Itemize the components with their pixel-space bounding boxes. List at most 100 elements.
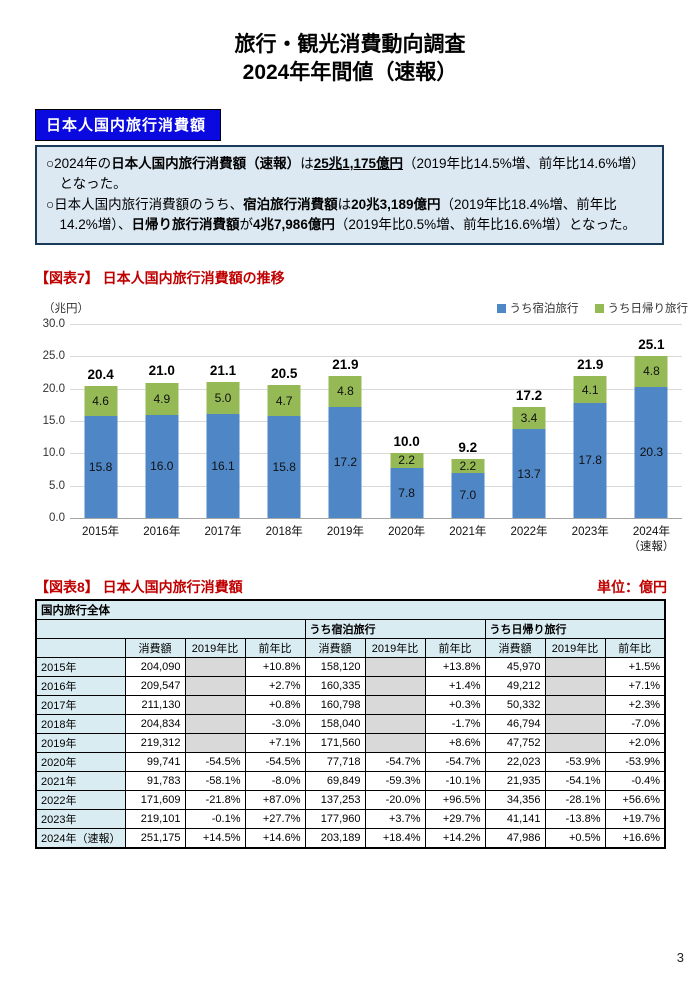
column-header: 前年比	[424, 638, 486, 658]
segment-value-label: 15.8	[88, 459, 113, 474]
table-row: 2023年 219,101 -0.1% +27.7% 177,960 +3.7% +29.7…	[35, 809, 666, 829]
year-cell: 2015年	[35, 657, 126, 677]
x-axis-label: 2024年 （速報）	[621, 518, 682, 555]
column-header: 2019年比	[184, 638, 246, 658]
bar-slot: 4.1 17.8 21.9	[560, 324, 621, 518]
stacked-bar: 4.8 20.3	[634, 324, 668, 518]
value-cell: 41,141	[484, 809, 546, 829]
stacked-bar: 2.2 7.8	[390, 324, 424, 518]
value-cell: +0.5%	[544, 828, 606, 849]
table-row: 2016年 209,547 +2.7% 160,335 +1.4% 49,212 +7.1%	[35, 676, 666, 696]
segment-value-label: 16.1	[211, 458, 235, 473]
total-value-label: 21.0	[148, 363, 175, 379]
gridline	[70, 518, 682, 519]
value-cell: +7.1%	[244, 733, 306, 753]
stacked-bar: 5.0 16.1	[206, 324, 240, 518]
summary-text-segment: 日帰り旅行消費額	[131, 216, 240, 232]
x-axis-label: 2023年	[571, 526, 609, 538]
summary-text-segment: （2019年比14.5%増、前年比14.6%増）となった。	[59, 156, 645, 192]
value-cell: -21.8%	[184, 790, 246, 810]
year-cell: 2019年	[35, 733, 126, 753]
page-number: 3	[676, 950, 684, 965]
blank-header-cell	[35, 638, 126, 658]
segment-value-label: 7.8	[398, 485, 415, 500]
bar-slot: 3.4 13.7 17.2	[498, 324, 559, 518]
bar-slot: 5.0 16.1 21.1	[192, 324, 253, 518]
empty-cell	[184, 714, 246, 734]
y-axis-tick: 30.0	[42, 318, 65, 330]
value-cell: +14.2%	[424, 828, 486, 849]
gridline	[70, 485, 682, 487]
value-cell: -54.1%	[544, 771, 606, 791]
value-cell: 203,189	[304, 828, 366, 849]
segment-value-label: 17.2	[333, 455, 358, 470]
value-cell: 171,609	[124, 790, 186, 810]
value-cell: +56.6%	[604, 790, 666, 810]
value-cell: 69,849	[304, 771, 366, 791]
y-axis-tick: 20.0	[42, 382, 65, 395]
x-axis-label: 2015年	[82, 526, 120, 538]
legend-label: うち日帰り旅行	[607, 303, 689, 315]
value-cell: -54.7%	[364, 752, 426, 772]
year-cell: 2022年	[35, 790, 126, 810]
empty-cell	[544, 695, 606, 715]
table-body: 2015年 204,090 +10.8% 158,120 +13.8% 45,970 +1.…	[35, 657, 666, 849]
value-cell: +2.3%	[604, 695, 666, 715]
value-cell: 158,040	[304, 714, 366, 734]
y-axis-tick: 5.0	[49, 479, 65, 492]
summary-bullet: ○2024年の日本人国内旅行消費額（速報）は25兆1,175億円（2019年比1…	[46, 154, 652, 195]
blank-header-cell	[35, 619, 306, 639]
total-value-label: 21.1	[209, 362, 237, 378]
table-unit-note: 単位：億円	[597, 579, 667, 595]
gridline	[70, 324, 682, 325]
daytrip-segment: 4.7	[267, 385, 301, 416]
value-cell: 47,986	[484, 828, 546, 849]
daytrip-segment: 4.9	[145, 382, 179, 415]
year-cell: 2020年	[35, 752, 126, 772]
value-cell: -8.0%	[244, 771, 306, 791]
empty-cell	[364, 657, 426, 677]
value-cell: -54.7%	[424, 752, 486, 772]
lodging-segment: 15.8	[84, 415, 118, 518]
summary-text-segment: 20兆3,189億円	[351, 196, 441, 212]
bar-slot: 2.2 7.8 10.0	[376, 324, 437, 518]
table-subgroup-row: うち宿泊旅行 うち日帰り旅行	[35, 619, 666, 639]
total-value-label: 21.9	[332, 357, 359, 373]
daytrip-segment: 2.2	[451, 458, 485, 473]
bar-slot: 4.8 17.2 21.9	[315, 324, 376, 518]
segment-value-label: 2.2	[398, 453, 415, 468]
value-cell: +27.7%	[244, 809, 306, 829]
gridline	[70, 453, 682, 455]
lodging-segment: 17.8	[573, 402, 607, 518]
daytrip-segment: 4.1	[573, 376, 607, 403]
column-header: 消費額	[124, 638, 186, 658]
total-value-label: 21.9	[577, 357, 604, 373]
daytrip-segment: 4.8	[328, 375, 362, 407]
subgroup-header: うち宿泊旅行	[304, 619, 486, 639]
value-cell: +1.4%	[424, 676, 486, 696]
x-axis-label: 2017年	[204, 526, 242, 538]
stacked-bar: 4.9 16.0	[145, 324, 179, 518]
segment-value-label: 4.9	[153, 391, 171, 406]
value-cell: 91,783	[124, 771, 186, 791]
segment-value-label: 4.1	[581, 382, 599, 397]
value-cell: +1.5%	[604, 657, 666, 677]
table-row: 2022年 171,609 -21.8% +87.0% 137,253 -20.0% +96…	[35, 790, 666, 810]
table-row: 2017年 211,130 +0.8% 160,798 +0.3% 50,332 +2.3%	[35, 695, 666, 715]
value-cell: -7.0%	[604, 714, 666, 734]
x-axis: 2015年 2016年 2017年 2018年 2019年 2020年 2021年 2022年…	[70, 518, 682, 555]
value-cell: 45,970	[484, 657, 546, 677]
segment-value-label: 7.0	[459, 488, 477, 503]
segment-value-label: 4.7	[275, 393, 293, 408]
value-cell: +96.5%	[424, 790, 486, 810]
value-cell: -53.9%	[544, 752, 606, 772]
segment-value-label: 17.8	[578, 453, 602, 468]
x-axis-label-line: （速報）	[628, 540, 675, 553]
segment-value-label: 5.0	[214, 390, 232, 405]
legend-swatch-icon	[594, 303, 604, 313]
segment-value-label: 4.6	[92, 393, 109, 408]
page-title-line2: 2024年年間値（速報）	[242, 60, 458, 84]
value-cell: 251,175	[124, 828, 186, 849]
chart-legend: うち宿泊旅行 うち日帰り旅行	[496, 300, 689, 316]
stacked-bar: 4.6 15.8	[84, 324, 118, 518]
